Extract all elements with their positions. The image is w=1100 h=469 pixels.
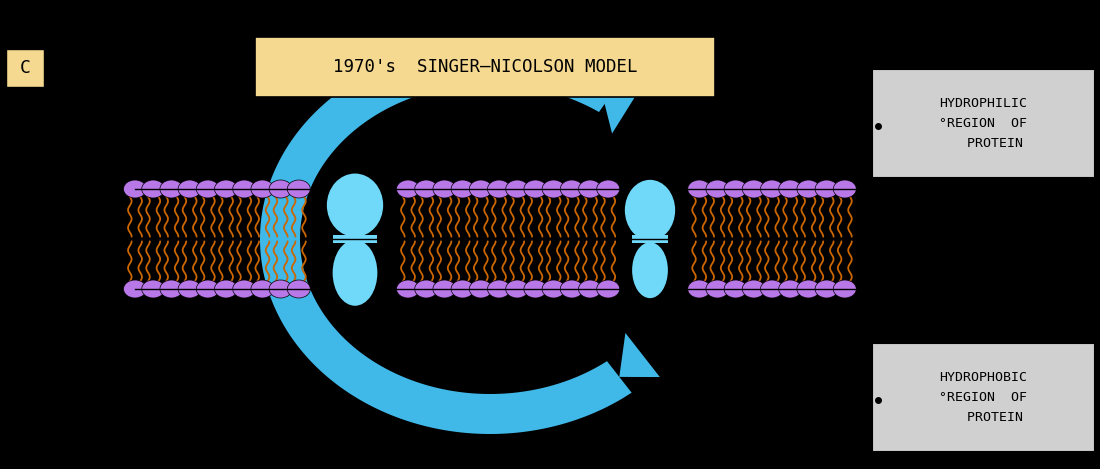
Ellipse shape (470, 280, 493, 298)
Ellipse shape (542, 180, 565, 198)
Ellipse shape (506, 180, 529, 198)
Bar (333, 235, 377, 243)
Bar (632, 235, 668, 242)
Text: 1970's  SINGER–NICOLSON MODEL: 1970's SINGER–NICOLSON MODEL (332, 58, 637, 76)
Text: HYDROPHOBIC
°REGION  OF
   PROTEIN: HYDROPHOBIC °REGION OF PROTEIN (939, 371, 1027, 424)
Ellipse shape (287, 180, 310, 198)
Ellipse shape (560, 280, 583, 298)
Ellipse shape (506, 280, 529, 298)
Ellipse shape (724, 280, 747, 298)
Ellipse shape (415, 180, 438, 198)
Ellipse shape (251, 280, 274, 298)
Ellipse shape (706, 180, 729, 198)
Ellipse shape (178, 180, 201, 198)
Ellipse shape (579, 280, 602, 298)
Ellipse shape (214, 280, 238, 298)
Polygon shape (260, 44, 631, 434)
Ellipse shape (270, 280, 293, 298)
Ellipse shape (214, 180, 238, 198)
Ellipse shape (815, 180, 838, 198)
Ellipse shape (688, 180, 711, 198)
Ellipse shape (688, 280, 711, 298)
Ellipse shape (415, 280, 438, 298)
Ellipse shape (742, 280, 766, 298)
Ellipse shape (196, 280, 219, 298)
Ellipse shape (251, 180, 274, 198)
Ellipse shape (631, 242, 669, 299)
FancyBboxPatch shape (872, 343, 1094, 451)
Ellipse shape (270, 180, 293, 198)
Ellipse shape (524, 180, 547, 198)
Ellipse shape (487, 280, 510, 298)
Ellipse shape (160, 280, 183, 298)
Ellipse shape (123, 180, 146, 198)
Ellipse shape (433, 180, 455, 198)
Ellipse shape (724, 180, 747, 198)
Ellipse shape (796, 280, 820, 298)
Ellipse shape (233, 280, 255, 298)
FancyBboxPatch shape (872, 69, 1094, 177)
Polygon shape (602, 86, 641, 134)
Ellipse shape (396, 280, 419, 298)
Ellipse shape (560, 180, 583, 198)
Text: C: C (20, 59, 31, 77)
Ellipse shape (760, 180, 783, 198)
Ellipse shape (470, 180, 493, 198)
Ellipse shape (433, 280, 455, 298)
Ellipse shape (142, 280, 165, 298)
Ellipse shape (596, 180, 619, 198)
Ellipse shape (451, 280, 474, 298)
Ellipse shape (487, 180, 510, 198)
Ellipse shape (760, 280, 783, 298)
Ellipse shape (742, 180, 766, 198)
Ellipse shape (160, 180, 183, 198)
Ellipse shape (142, 180, 165, 198)
Ellipse shape (332, 239, 378, 307)
Polygon shape (619, 333, 660, 377)
Ellipse shape (834, 180, 856, 198)
FancyBboxPatch shape (6, 49, 44, 87)
Ellipse shape (524, 280, 547, 298)
Ellipse shape (624, 179, 676, 242)
Ellipse shape (706, 280, 729, 298)
Ellipse shape (796, 180, 820, 198)
Ellipse shape (287, 280, 310, 298)
Ellipse shape (779, 180, 802, 198)
Ellipse shape (178, 280, 201, 298)
Ellipse shape (779, 280, 802, 298)
Ellipse shape (815, 280, 838, 298)
FancyBboxPatch shape (255, 37, 715, 97)
Ellipse shape (326, 173, 384, 238)
Ellipse shape (123, 280, 146, 298)
Ellipse shape (542, 280, 565, 298)
Ellipse shape (233, 180, 255, 198)
Ellipse shape (396, 180, 419, 198)
Ellipse shape (834, 280, 856, 298)
Ellipse shape (451, 180, 474, 198)
Text: HYDROPHILIC
°REGION  OF
   PROTEIN: HYDROPHILIC °REGION OF PROTEIN (939, 97, 1027, 150)
Ellipse shape (596, 280, 619, 298)
Ellipse shape (579, 180, 602, 198)
Ellipse shape (196, 180, 219, 198)
